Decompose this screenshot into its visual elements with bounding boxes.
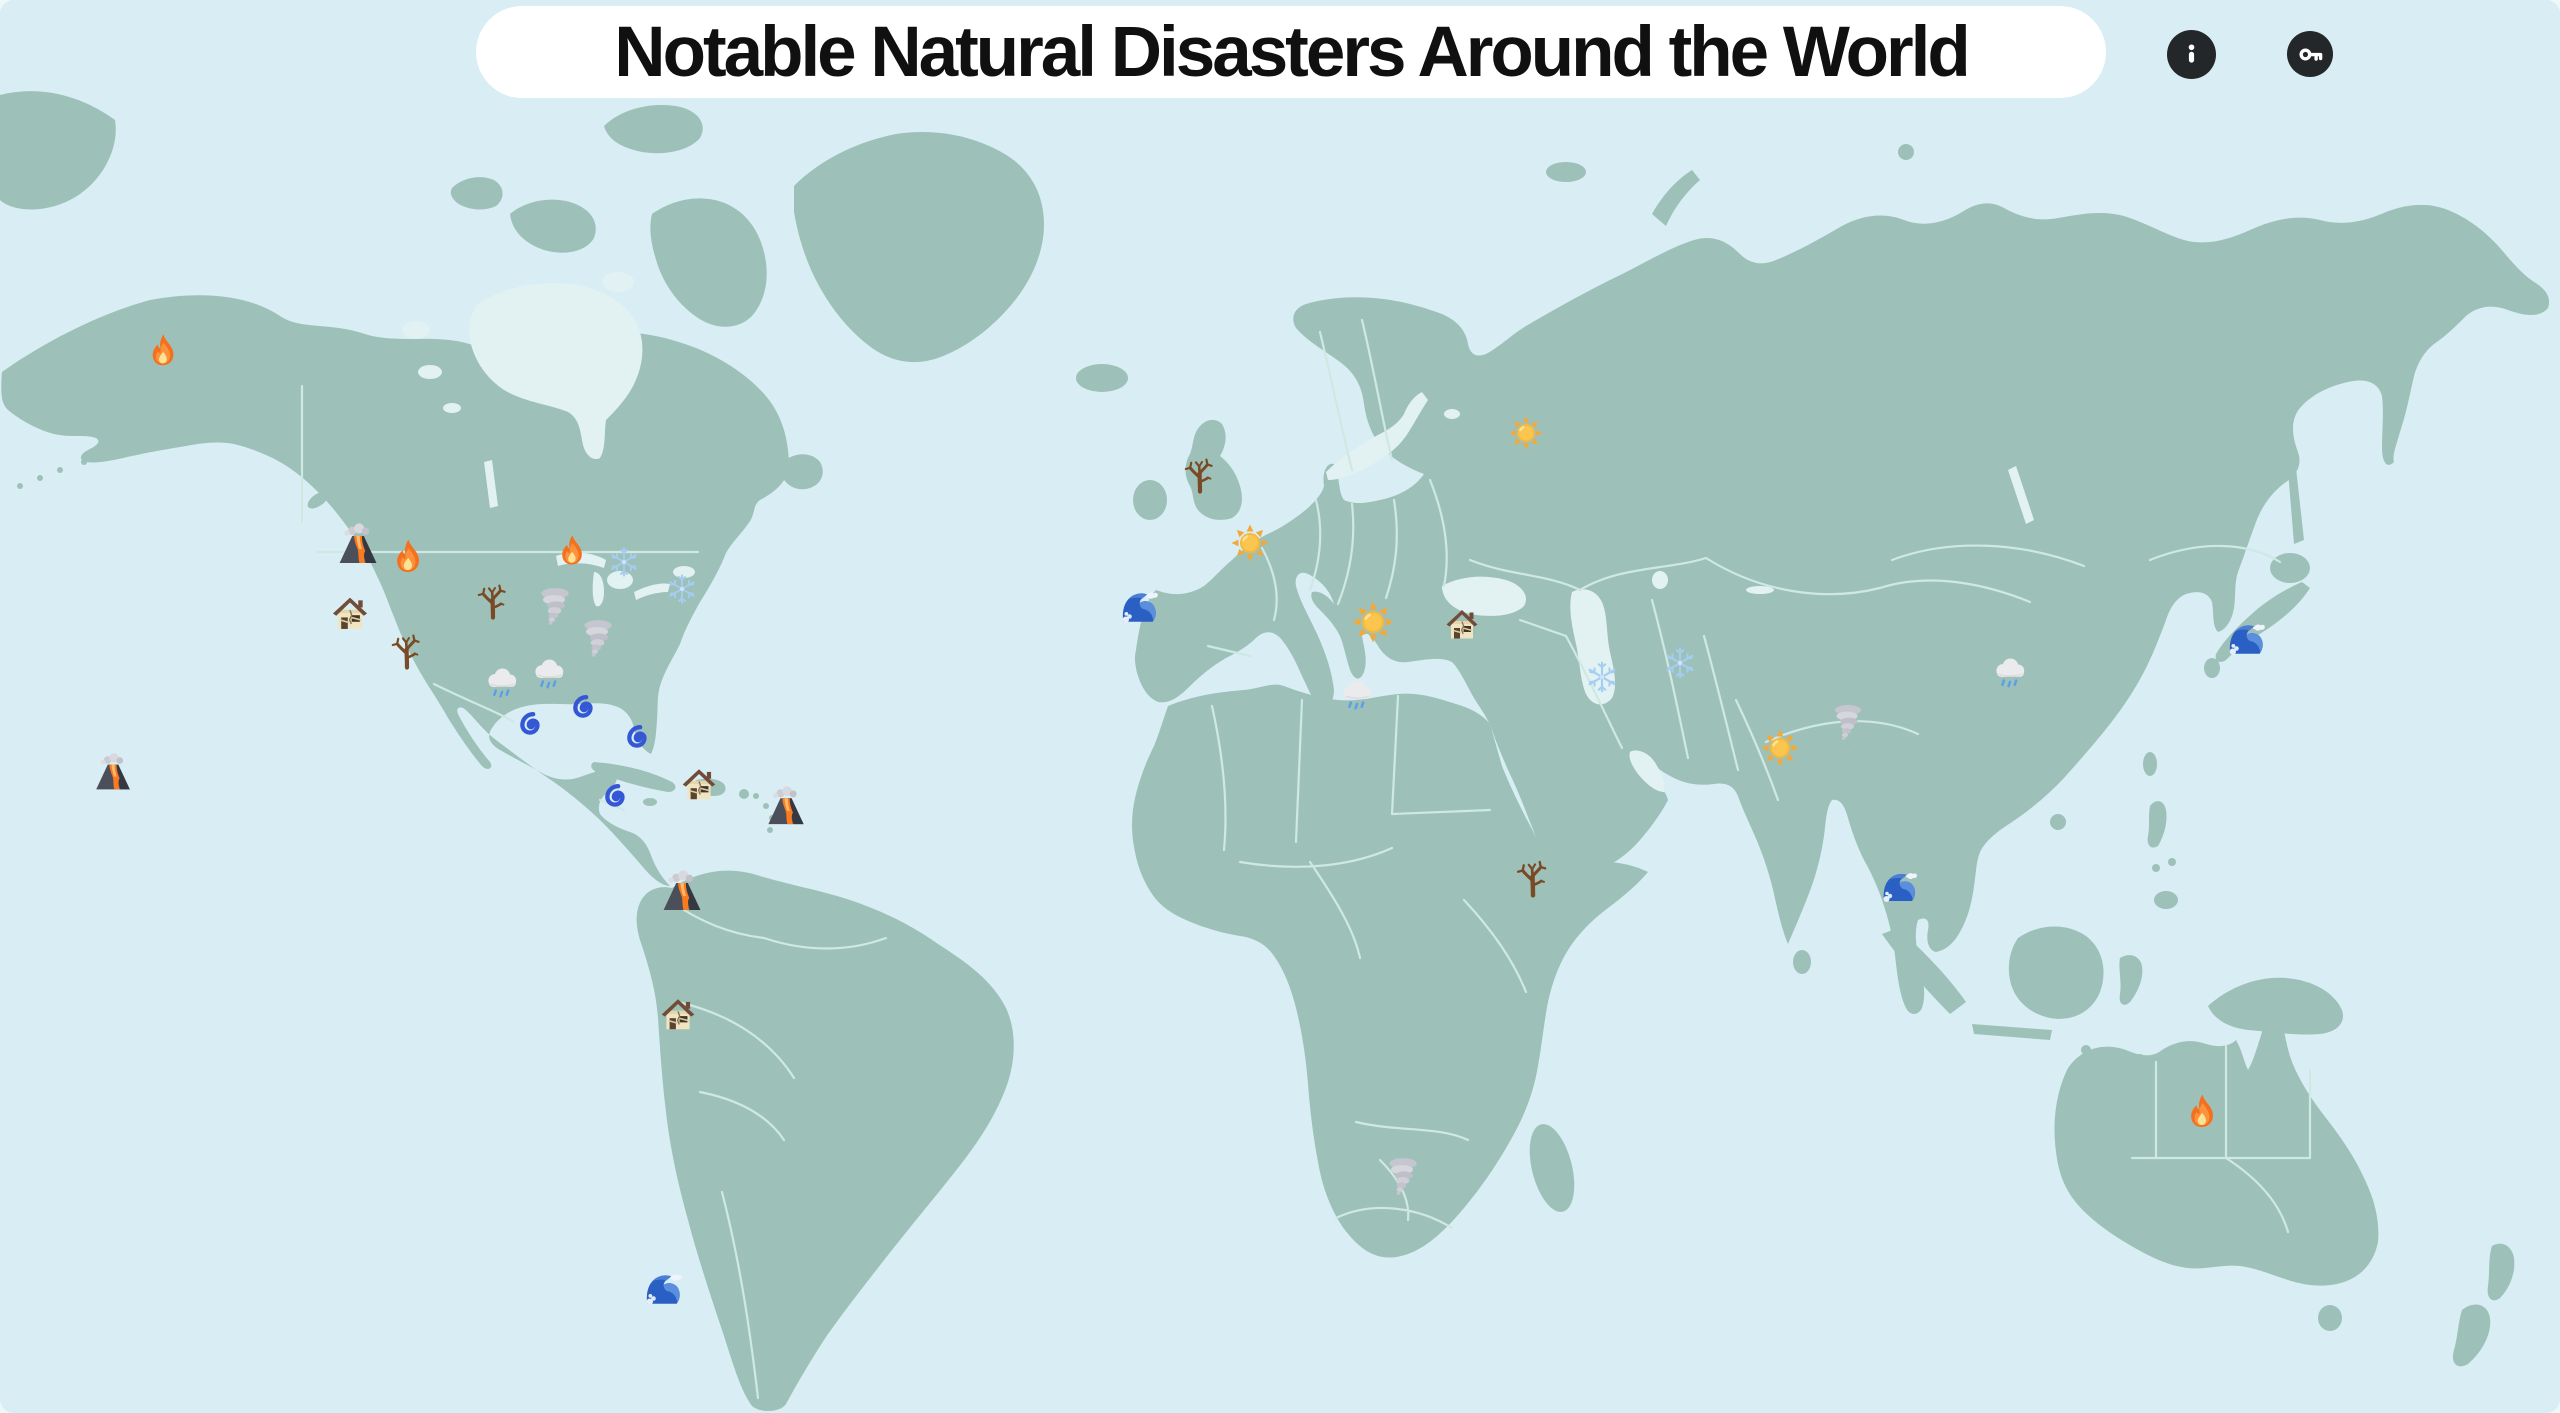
lake-balkhash [1746, 586, 1774, 594]
island-sulawesi [2119, 955, 2143, 1005]
island-java [1972, 1024, 2052, 1040]
lake-huron [607, 571, 633, 589]
country-borders [300, 318, 2312, 1400]
island-banks [450, 177, 503, 210]
island-newfoundland [781, 454, 823, 490]
island-borneo [2008, 926, 2104, 1019]
lake-ontario [673, 566, 695, 578]
island-tasmania [2318, 1305, 2342, 1331]
lake-baikal [2008, 466, 2034, 524]
island-puerto-rico [739, 789, 749, 799]
baltic-sea [1326, 392, 1428, 480]
landmass-eurasia [1134, 203, 2550, 1015]
landmass-greenland [794, 132, 1044, 363]
marker-sun-india[interactable] [1760, 728, 1800, 768]
marker-sun-greece[interactable] [1351, 600, 1395, 644]
info-button[interactable] [2167, 30, 2216, 79]
island-taiwan [2143, 752, 2157, 776]
islands-lesser-sunda [2081, 1045, 2170, 1064]
lake-ladoga [1444, 409, 1460, 419]
island-mindanao [2154, 891, 2178, 909]
landmasses [0, 91, 2550, 1412]
island-sumatra [1882, 928, 1966, 1014]
island-baffin [650, 198, 767, 327]
key-button[interactable] [2287, 31, 2333, 77]
island-madagascar [1529, 1124, 1575, 1212]
island-ellesmere [604, 104, 703, 154]
key-icon [2298, 48, 2322, 61]
lake-winnipeg [484, 460, 498, 508]
island-kyushu [2204, 658, 2220, 678]
landmass-australia [2054, 1009, 2379, 1286]
island-cuba [591, 762, 676, 792]
great-slave-lake [418, 365, 442, 379]
persian-gulf [1629, 750, 1665, 792]
island-ireland [1133, 480, 1167, 520]
island-sri-lanka [1793, 950, 1811, 974]
island-jamaica [643, 798, 657, 806]
black-sea [1442, 576, 1526, 616]
island-severnaya [1898, 144, 1914, 160]
island-visayas-1 [2152, 864, 2160, 872]
island-iceland [1076, 364, 1128, 392]
hudson-bay [469, 282, 643, 460]
islands-aleutian [17, 459, 87, 489]
landmass-chukotka-west [0, 91, 116, 210]
island-hainan [2050, 814, 2066, 830]
island-svalbard [1546, 162, 1586, 182]
island-vancouver [307, 491, 329, 509]
landmass-africa [1132, 684, 1648, 1258]
inland-water [402, 272, 2034, 792]
lake-athabasca [443, 403, 461, 413]
foxe-basin [602, 272, 634, 292]
island-great-britain [1185, 419, 1242, 520]
info-icon [2188, 44, 2195, 63]
page-title: Notable Natural Disasters Around the Wor… [614, 12, 1970, 92]
island-victoria [510, 199, 596, 253]
island-hokkaido [2270, 553, 2310, 583]
lake-erie [634, 583, 670, 600]
island-novaya-zemlya [1652, 170, 1700, 226]
aral-sea [1652, 571, 1668, 589]
island-sakhalin [2288, 468, 2304, 544]
landmass-south-america [636, 870, 1014, 1412]
great-bear-lake [402, 321, 430, 339]
island-visayas-2 [2168, 858, 2176, 866]
island-new-zealand-north [2487, 1243, 2515, 1301]
island-new-guinea [2208, 977, 2344, 1035]
marker-sun-russia[interactable] [1508, 415, 1544, 451]
marker-sun-france[interactable] [1230, 523, 1270, 563]
island-luzon [2147, 801, 2167, 848]
lake-michigan [592, 572, 604, 607]
map-title-pill: Notable Natural Disasters Around the Wor… [476, 6, 2106, 98]
island-new-zealand-south [2452, 1304, 2491, 1367]
